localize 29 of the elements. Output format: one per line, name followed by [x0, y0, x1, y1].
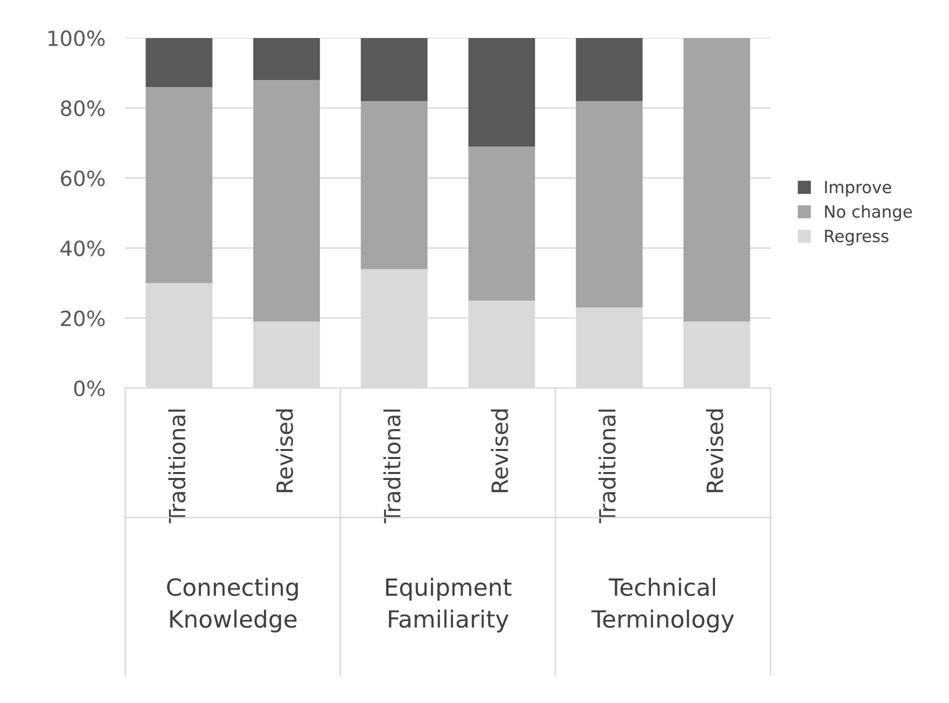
- y-tick-label: 100%: [48, 30, 105, 46]
- y-tick-label: 60%: [60, 170, 105, 186]
- x-tick-label: Traditional: [383, 410, 401, 524]
- bar: [253, 80, 320, 322]
- bar: [146, 86, 212, 284]
- bar: [360, 100, 428, 270]
- text: Equipment Familiarity: [386, 578, 512, 632]
- bar: [146, 38, 212, 87]
- y-tick-label: 80%: [60, 100, 105, 116]
- text: Technical Terminology: [591, 578, 734, 632]
- x-tick-label: Traditional: [598, 410, 616, 524]
- x-tick-label: Traditional: [168, 410, 186, 524]
- y-tick-label: 40%: [60, 240, 105, 256]
- bar: [683, 38, 750, 322]
- y-tick-label: 20%: [61, 310, 105, 326]
- text: Connecting Knowledge: [167, 578, 298, 632]
- x-tick-label: Revised: [706, 410, 724, 492]
- bar: [360, 38, 428, 101]
- legend-label: Regress: [825, 230, 888, 246]
- x-tick-label: Revised: [490, 410, 508, 492]
- y-tick-label: 0%: [74, 380, 105, 396]
- legend-label: No change: [825, 204, 912, 222]
- x-tick-label: Revised: [276, 410, 294, 492]
- bar: [253, 38, 320, 80]
- bar: [576, 100, 643, 308]
- bar: [468, 146, 536, 301]
- bar: [576, 38, 643, 101]
- bar: [468, 38, 536, 146]
- legend-label: Improve: [825, 180, 892, 197]
